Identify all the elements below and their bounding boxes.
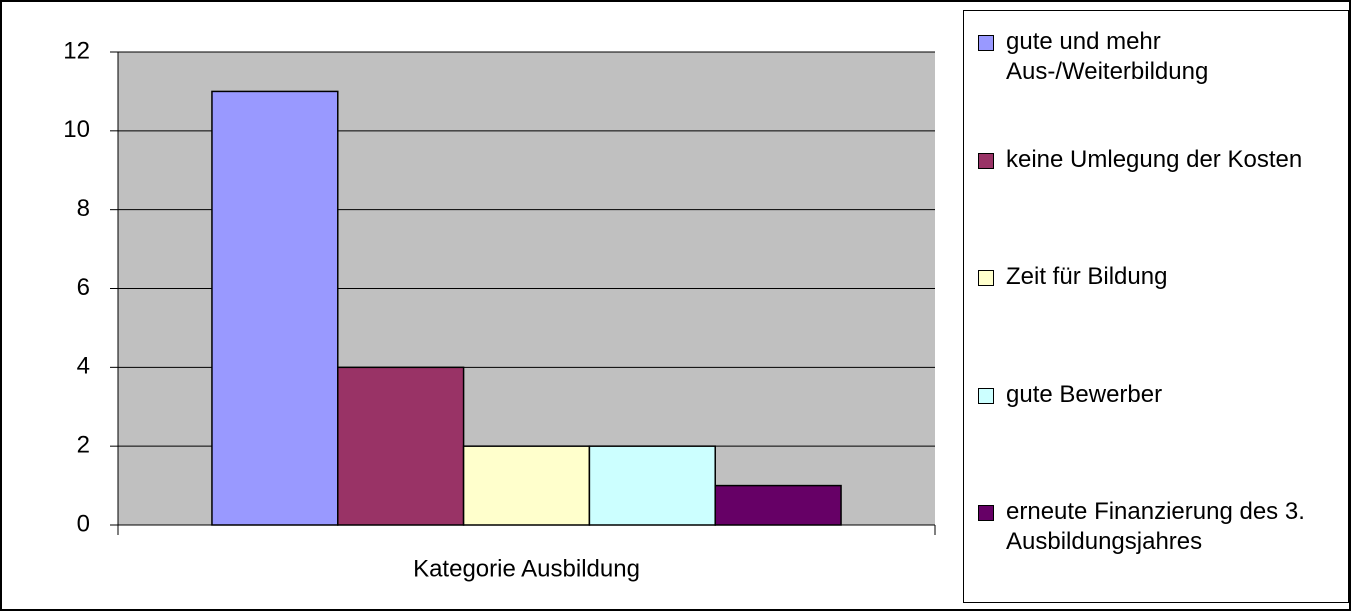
legend-swatch [978, 387, 994, 404]
y-tick-label: 10 [63, 116, 90, 143]
legend-swatch [978, 35, 994, 51]
y-tick-label: 0 [77, 510, 90, 537]
legend-swatch [978, 152, 994, 169]
bar [714, 484, 842, 526]
legend-swatch [978, 505, 994, 521]
legend-label: keine Umlegung der Kosten [1006, 145, 1303, 173]
bar [211, 90, 339, 526]
y-tick-label: 8 [77, 195, 90, 222]
bar [337, 366, 465, 526]
x-tick-label: Kategorie Ausbildung [413, 555, 640, 582]
legend-label: erneute Finanzierung des 3. Ausbildungsj… [1006, 498, 1305, 555]
legend: gute und mehr Aus-/Weiterbildung keine Um… [963, 10, 1349, 603]
y-tick-label: 2 [77, 432, 90, 459]
y-tick-label: 4 [77, 353, 90, 380]
legend-label: Zeit für Bildung [1006, 263, 1168, 290]
y-tick-label: 6 [77, 274, 90, 301]
legend-label: gute und mehr Aus-/Weiterbildung [1006, 28, 1209, 85]
bar [588, 445, 716, 526]
legend-label: gute Bewerber [1006, 380, 1163, 408]
legend-swatch [978, 270, 994, 286]
bar [462, 445, 591, 526]
y-tick-label: 12 [63, 37, 90, 64]
